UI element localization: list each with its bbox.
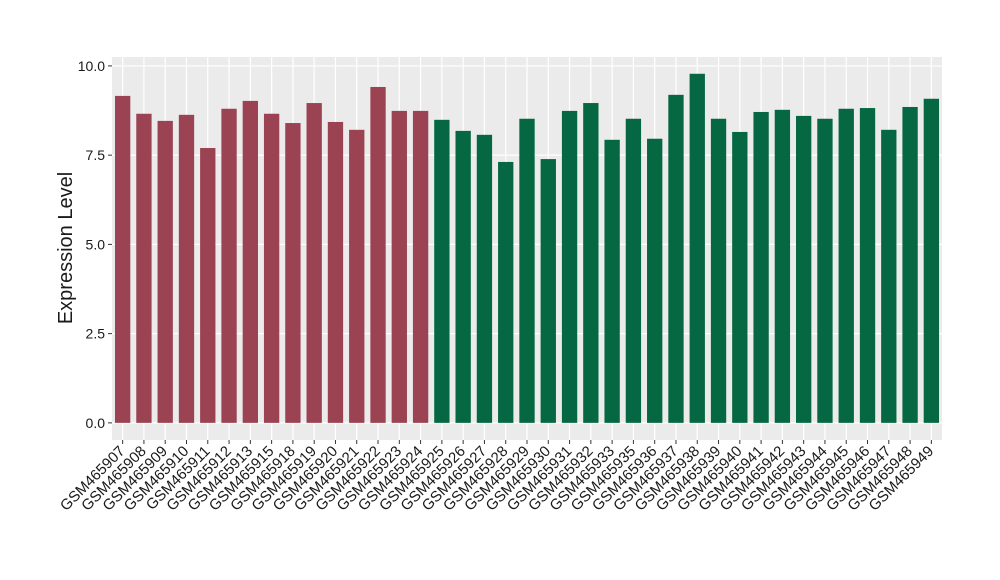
- bar: [242, 100, 258, 423]
- bar: [540, 159, 556, 423]
- bar: [647, 138, 663, 423]
- bar: [412, 110, 429, 423]
- bar: [221, 108, 237, 423]
- y-tick-label: 5.0: [86, 236, 106, 252]
- bar: [689, 73, 705, 423]
- bar: [434, 119, 450, 423]
- bar: [200, 148, 216, 423]
- bar: [604, 139, 620, 423]
- bar: [902, 106, 918, 423]
- bar: [498, 161, 514, 423]
- bar: [391, 110, 407, 423]
- bar: [327, 121, 344, 423]
- bar: [178, 114, 195, 423]
- bar: [774, 109, 791, 423]
- bar: [114, 95, 131, 423]
- y-tick-label: 2.5: [86, 326, 106, 342]
- bar: [753, 111, 769, 423]
- bar: [796, 115, 812, 423]
- bar: [561, 110, 578, 423]
- bar: [306, 103, 322, 423]
- bar: [476, 134, 493, 423]
- bar: [859, 108, 876, 423]
- bar: [285, 123, 301, 423]
- bar: [668, 94, 684, 423]
- bar: [710, 118, 727, 423]
- bar: [817, 118, 833, 423]
- bar: [455, 130, 471, 423]
- bar: [349, 129, 365, 423]
- y-tick-label: 0.0: [86, 415, 106, 431]
- y-tick-label: 7.5: [86, 147, 106, 163]
- bar: [263, 113, 280, 423]
- bar: [625, 118, 642, 423]
- bar: [136, 113, 152, 423]
- y-axis-label: Expression Level: [55, 172, 77, 324]
- bar: [370, 86, 386, 423]
- bar: [732, 131, 748, 423]
- y-tick-label: 10.0: [78, 58, 105, 74]
- bar: [157, 120, 173, 423]
- bar: [838, 108, 854, 423]
- bar: [923, 98, 940, 423]
- bar: [583, 103, 599, 423]
- bar: [881, 129, 897, 423]
- bar: [519, 118, 535, 423]
